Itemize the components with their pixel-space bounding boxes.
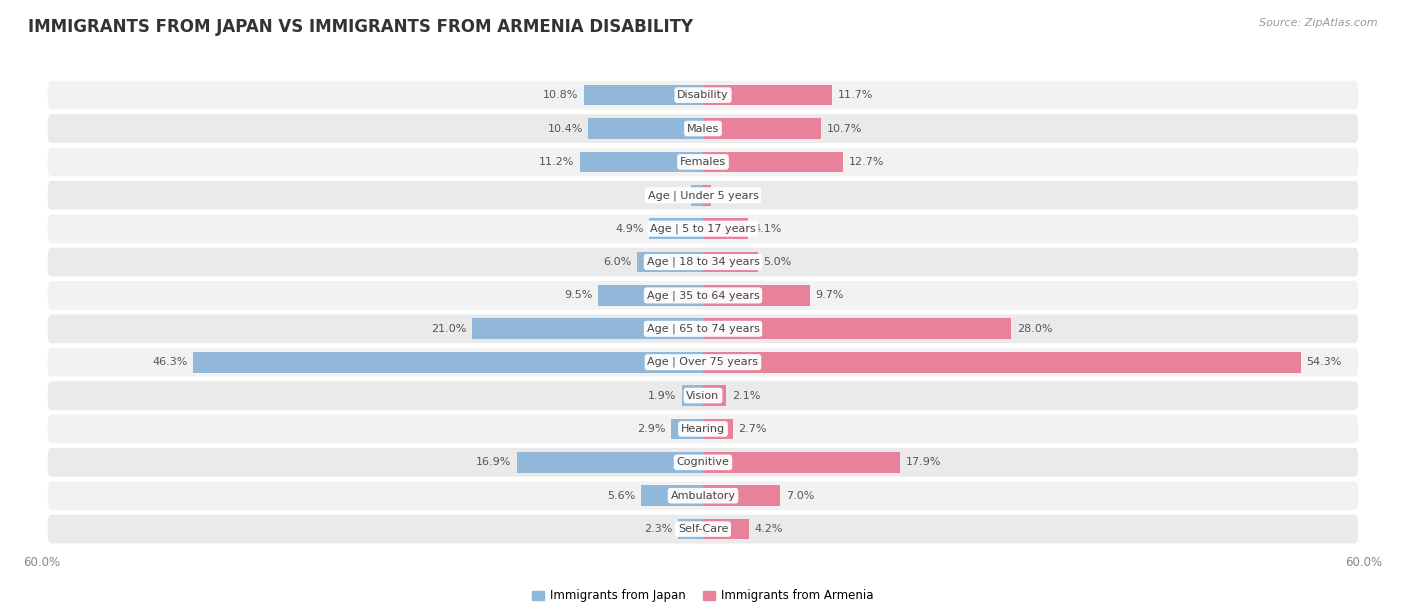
Bar: [703, 252, 758, 272]
Text: 9.5%: 9.5%: [564, 291, 593, 300]
Bar: [703, 218, 748, 239]
Bar: [703, 452, 900, 472]
FancyBboxPatch shape: [48, 315, 1358, 343]
Text: IMMIGRANTS FROM JAPAN VS IMMIGRANTS FROM ARMENIA DISABILITY: IMMIGRANTS FROM JAPAN VS IMMIGRANTS FROM…: [28, 18, 693, 36]
Bar: [637, 252, 703, 272]
FancyBboxPatch shape: [48, 81, 1358, 110]
Text: Age | Under 5 years: Age | Under 5 years: [648, 190, 758, 201]
Text: 16.9%: 16.9%: [477, 457, 512, 468]
Bar: [703, 85, 832, 105]
Bar: [671, 419, 703, 439]
Bar: [517, 452, 703, 472]
FancyBboxPatch shape: [48, 381, 1358, 410]
Text: Source: ZipAtlas.com: Source: ZipAtlas.com: [1260, 18, 1378, 28]
Text: 6.0%: 6.0%: [603, 257, 631, 267]
FancyBboxPatch shape: [48, 515, 1358, 543]
FancyBboxPatch shape: [48, 181, 1358, 210]
Text: 4.2%: 4.2%: [755, 524, 783, 534]
Bar: [703, 419, 733, 439]
FancyBboxPatch shape: [48, 248, 1358, 277]
Text: Females: Females: [681, 157, 725, 167]
Text: 1.9%: 1.9%: [648, 390, 676, 401]
Bar: [703, 118, 821, 139]
Text: 28.0%: 28.0%: [1017, 324, 1052, 334]
Bar: [678, 519, 703, 539]
Text: 54.3%: 54.3%: [1306, 357, 1341, 367]
Bar: [703, 352, 1301, 373]
Text: 0.76%: 0.76%: [717, 190, 752, 200]
Bar: [703, 485, 780, 506]
Text: Age | 5 to 17 years: Age | 5 to 17 years: [650, 223, 756, 234]
Text: 5.6%: 5.6%: [607, 491, 636, 501]
FancyBboxPatch shape: [48, 448, 1358, 477]
Text: 7.0%: 7.0%: [786, 491, 814, 501]
Text: 10.8%: 10.8%: [543, 90, 578, 100]
Text: Age | Over 75 years: Age | Over 75 years: [648, 357, 758, 367]
Text: Hearing: Hearing: [681, 424, 725, 434]
Bar: [471, 318, 703, 339]
Bar: [703, 285, 810, 306]
Text: Cognitive: Cognitive: [676, 457, 730, 468]
Text: 5.0%: 5.0%: [763, 257, 792, 267]
Bar: [589, 118, 703, 139]
Text: 2.7%: 2.7%: [738, 424, 766, 434]
Bar: [703, 185, 711, 206]
Bar: [583, 85, 703, 105]
Text: 9.7%: 9.7%: [815, 291, 844, 300]
Text: 2.9%: 2.9%: [637, 424, 665, 434]
Bar: [690, 185, 703, 206]
Text: Ambulatory: Ambulatory: [671, 491, 735, 501]
Bar: [682, 385, 703, 406]
Text: 4.9%: 4.9%: [614, 223, 644, 234]
Bar: [579, 152, 703, 172]
FancyBboxPatch shape: [48, 348, 1358, 376]
Text: 11.2%: 11.2%: [538, 157, 574, 167]
Text: Males: Males: [688, 124, 718, 133]
Text: 10.7%: 10.7%: [827, 124, 862, 133]
Text: Vision: Vision: [686, 390, 720, 401]
Legend: Immigrants from Japan, Immigrants from Armenia: Immigrants from Japan, Immigrants from A…: [527, 584, 879, 607]
FancyBboxPatch shape: [48, 214, 1358, 243]
FancyBboxPatch shape: [48, 114, 1358, 143]
Text: 2.3%: 2.3%: [644, 524, 672, 534]
Text: 1.1%: 1.1%: [657, 190, 685, 200]
FancyBboxPatch shape: [48, 147, 1358, 176]
Text: Age | 35 to 64 years: Age | 35 to 64 years: [647, 290, 759, 300]
Text: 10.4%: 10.4%: [547, 124, 583, 133]
Text: 2.1%: 2.1%: [731, 390, 761, 401]
Bar: [703, 385, 725, 406]
Bar: [599, 285, 703, 306]
Text: Age | 18 to 34 years: Age | 18 to 34 years: [647, 257, 759, 267]
Bar: [703, 318, 1011, 339]
Text: Self-Care: Self-Care: [678, 524, 728, 534]
Bar: [193, 352, 703, 373]
Text: 17.9%: 17.9%: [905, 457, 941, 468]
FancyBboxPatch shape: [48, 414, 1358, 443]
Text: 46.3%: 46.3%: [152, 357, 187, 367]
Bar: [703, 152, 842, 172]
Text: 21.0%: 21.0%: [430, 324, 467, 334]
FancyBboxPatch shape: [48, 281, 1358, 310]
Text: 11.7%: 11.7%: [838, 90, 873, 100]
Text: 12.7%: 12.7%: [848, 157, 884, 167]
FancyBboxPatch shape: [48, 482, 1358, 510]
Bar: [641, 485, 703, 506]
Bar: [703, 519, 749, 539]
Text: Disability: Disability: [678, 90, 728, 100]
Bar: [650, 218, 703, 239]
Text: 4.1%: 4.1%: [754, 223, 782, 234]
Text: Age | 65 to 74 years: Age | 65 to 74 years: [647, 324, 759, 334]
